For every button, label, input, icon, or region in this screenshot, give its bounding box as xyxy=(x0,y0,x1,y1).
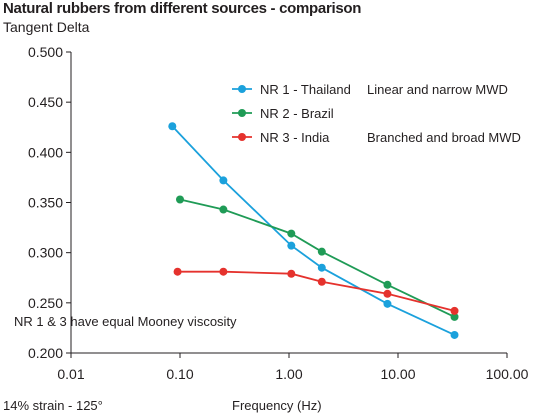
footnote: 14% strain - 125° xyxy=(3,398,103,413)
x-tick-label: 0.10 xyxy=(166,366,193,382)
legend-item-3: NR 3 - India Branched and broad MWD xyxy=(232,130,521,145)
x-axis-title: Frequency (Hz) xyxy=(232,398,322,413)
legend-label: NR 3 - India xyxy=(260,130,330,145)
legend-label: NR 1 - Thailand xyxy=(260,82,351,97)
data-point xyxy=(450,330,459,339)
data-point xyxy=(383,299,392,308)
legend-swatch-marker xyxy=(238,109,246,117)
series-layer xyxy=(168,122,459,339)
legend-item-2: NR 2 - Brazil xyxy=(232,106,334,121)
series-line xyxy=(171,125,455,336)
data-point xyxy=(168,122,177,131)
y-tick-label: 0.450 xyxy=(28,94,63,110)
legend-label: NR 2 - Brazil xyxy=(260,106,334,121)
data-point xyxy=(219,176,228,185)
y-axis-title: Tangent Delta xyxy=(3,19,90,35)
data-point xyxy=(317,247,326,256)
legend: NR 1 - Thailand Linear and narrow MWD NR 2… xyxy=(232,82,521,145)
data-point xyxy=(287,269,296,278)
data-point xyxy=(317,277,326,286)
data-point xyxy=(287,229,296,238)
data-point xyxy=(317,263,326,272)
legend-swatch-marker xyxy=(238,133,246,141)
annotation-text: NR 1 & 3 have equal Mooney viscosity xyxy=(14,314,237,329)
y-tick-label: 0.300 xyxy=(28,245,63,261)
legend-swatch-marker xyxy=(238,85,246,93)
data-point xyxy=(287,241,296,250)
x-tick-label: 1.00 xyxy=(275,366,302,382)
series-1 xyxy=(168,122,459,339)
y-tick-label: 0.200 xyxy=(28,345,63,361)
legend-description: Branched and broad MWD xyxy=(367,130,521,145)
legend-item-1: NR 1 - Thailand Linear and narrow MWD xyxy=(232,82,508,97)
series-line xyxy=(179,198,455,318)
data-point xyxy=(383,280,392,289)
data-point xyxy=(450,312,459,321)
axes: 0.200 0.250 0.300 0.350 0.400 0.450 0.500 0.01 0… xyxy=(28,44,529,382)
x-tick-label: 0.01 xyxy=(57,366,84,382)
y-tick-label: 0.500 xyxy=(28,44,63,60)
y-tick-label: 0.350 xyxy=(28,195,63,211)
series-line xyxy=(177,270,455,312)
x-tick-label: 10.00 xyxy=(380,366,415,382)
series-3 xyxy=(173,267,459,315)
data-point xyxy=(219,205,228,214)
data-point xyxy=(176,195,184,204)
y-tick-label: 0.400 xyxy=(28,144,63,160)
data-point xyxy=(450,306,459,315)
y-tick-label: 0.250 xyxy=(28,295,63,311)
x-tick-label: 100.00 xyxy=(486,366,529,382)
chart-title: Natural rubbers from different sources -… xyxy=(3,0,362,17)
legend-description: Linear and narrow MWD xyxy=(367,82,508,97)
series-2 xyxy=(176,195,459,321)
data-point xyxy=(173,267,182,276)
data-point xyxy=(383,289,392,298)
data-point xyxy=(219,267,228,276)
